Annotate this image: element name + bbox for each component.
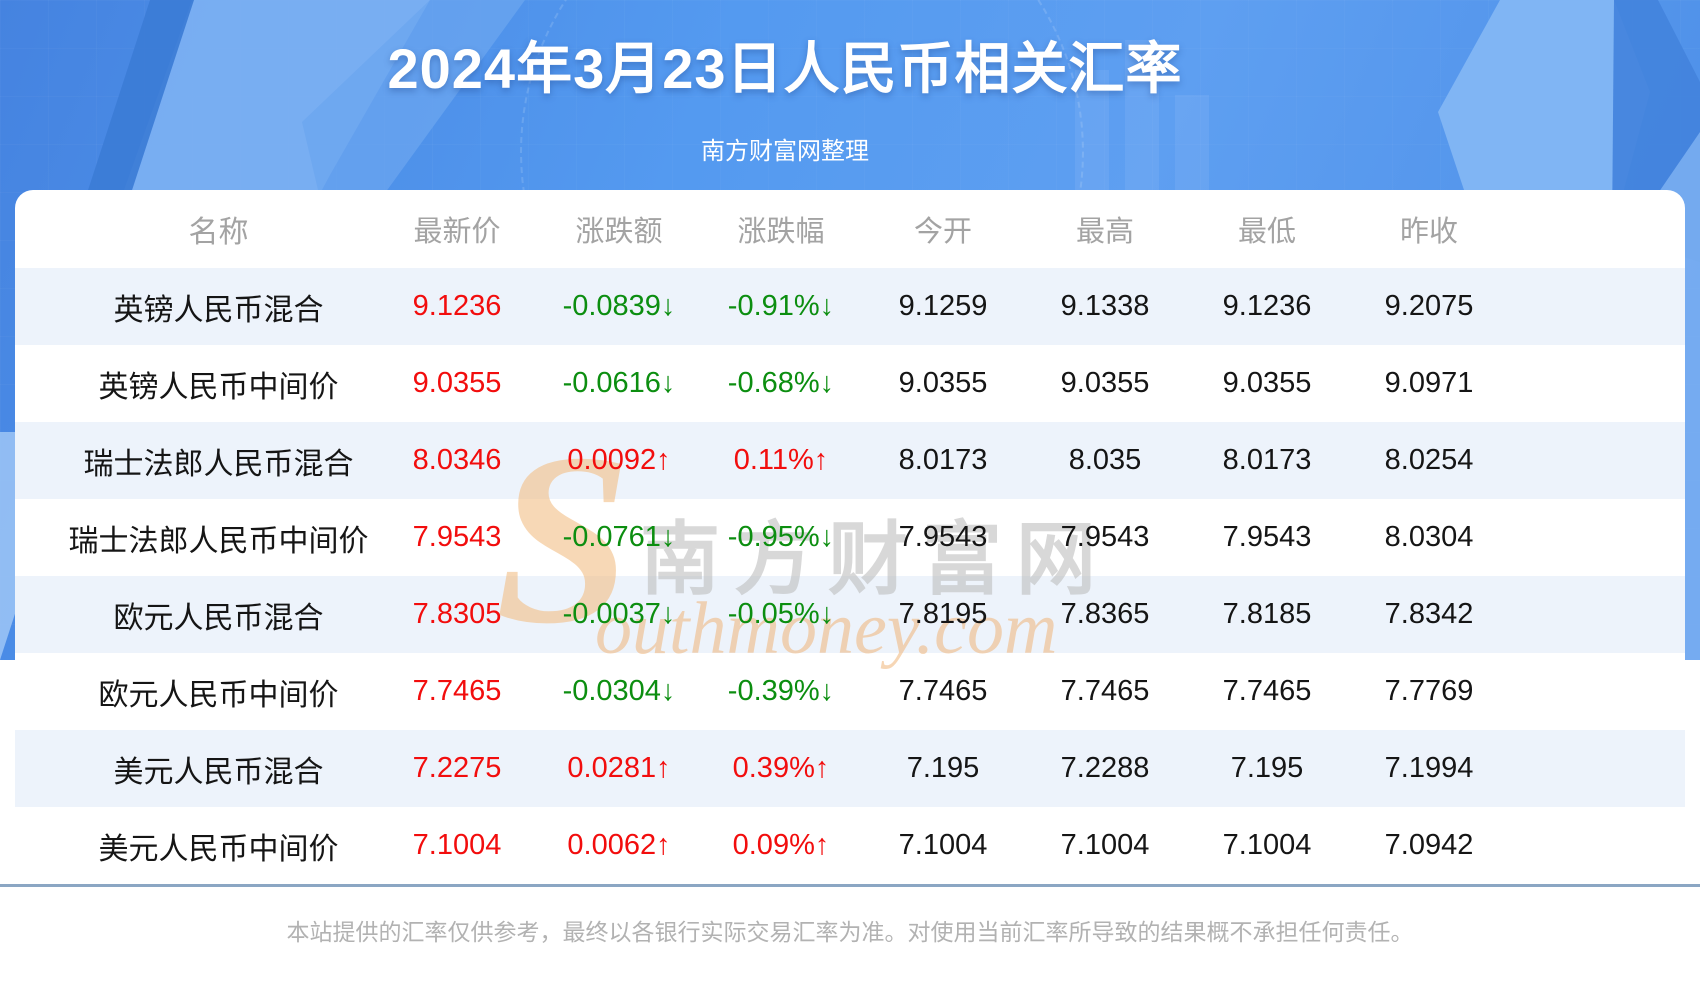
disclaimer-text: 本站提供的汇率仅供参考，最终以各银行实际交易汇率为准。对使用当前汇率所导致的结果… bbox=[286, 919, 1414, 945]
prev-close-cell: 9.2075 bbox=[1384, 290, 1474, 322]
change-pct-cell: -0.39%↓ bbox=[727, 675, 835, 707]
latest-price-cell: 9.1236 bbox=[412, 290, 502, 322]
pair-name-cell: 瑞士法郎人民币混合 bbox=[83, 447, 354, 481]
low-cell: 7.7465 bbox=[1222, 675, 1312, 707]
bottom-divider-line bbox=[0, 884, 1700, 887]
change-pct-cell: -0.91%↓ bbox=[727, 290, 835, 322]
change-pct-cell: 0.39%↑ bbox=[732, 752, 830, 784]
column-header-open: 今开 bbox=[913, 216, 972, 248]
latest-price-cell: 7.2275 bbox=[412, 752, 502, 784]
change-cell: -0.0037↓ bbox=[562, 598, 676, 630]
page-title: 2024年3月23日人民币相关汇率 bbox=[387, 37, 1183, 100]
pair-name-cell: 美元人民币中间价 bbox=[98, 832, 339, 866]
table-row: 瑞士法郎人民币混合 8.0346 0.0092↑ 0.11%↑ 8.0173 8… bbox=[15, 422, 1685, 499]
column-header-prev-close: 昨收 bbox=[1399, 216, 1458, 248]
latest-price-cell: 7.8305 bbox=[412, 598, 502, 630]
change-pct-cell: 0.11%↑ bbox=[733, 444, 829, 476]
change-cell: 0.0092↑ bbox=[567, 444, 671, 476]
column-header-high: 最高 bbox=[1075, 216, 1134, 248]
open-cell: 7.8195 bbox=[898, 598, 988, 630]
pair-name-cell: 欧元人民币中间价 bbox=[98, 678, 339, 712]
change-cell: -0.0761↓ bbox=[562, 521, 676, 553]
pair-name-cell: 英镑人民币混合 bbox=[113, 293, 324, 327]
latest-price-cell: 7.9543 bbox=[412, 521, 502, 553]
open-cell: 7.1004 bbox=[898, 829, 988, 861]
prev-close-cell: 9.0971 bbox=[1384, 367, 1474, 399]
pair-name-cell: 美元人民币混合 bbox=[113, 755, 324, 789]
column-header-latest: 最新价 bbox=[413, 216, 501, 248]
prev-close-cell: 7.7769 bbox=[1384, 675, 1474, 707]
pair-name-cell: 欧元人民币混合 bbox=[113, 601, 324, 635]
rates-table-card: 名称 最新价 涨跌额 涨跌幅 今开 最高 最低 昨收 英镑人民币混合 9.123… bbox=[15, 190, 1685, 884]
prev-close-cell: 7.0942 bbox=[1384, 829, 1474, 861]
change-cell: -0.0839↓ bbox=[562, 290, 676, 322]
high-cell: 9.1338 bbox=[1060, 290, 1150, 322]
bar-decoration bbox=[1175, 95, 1209, 190]
bar-decoration bbox=[1075, 70, 1109, 190]
high-cell: 8.035 bbox=[1068, 444, 1142, 476]
low-cell: 8.0173 bbox=[1222, 444, 1312, 476]
low-cell: 7.9543 bbox=[1222, 521, 1312, 553]
open-cell: 9.0355 bbox=[898, 367, 988, 399]
column-header-name: 名称 bbox=[188, 216, 249, 249]
change-cell: -0.0616↓ bbox=[562, 367, 676, 399]
prev-close-cell: 8.0304 bbox=[1384, 521, 1474, 553]
low-cell: 7.8185 bbox=[1222, 598, 1312, 630]
table-row: 美元人民币混合 7.2275 0.0281↑ 0.39%↑ 7.195 7.22… bbox=[15, 730, 1685, 807]
table-row: 欧元人民币中间价 7.7465 -0.0304↓ -0.39%↓ 7.7465 … bbox=[15, 653, 1685, 730]
open-cell: 7.7465 bbox=[898, 675, 988, 707]
pair-name-cell: 英镑人民币中间价 bbox=[98, 370, 339, 404]
low-cell: 7.1004 bbox=[1222, 829, 1312, 861]
table-row: 英镑人民币中间价 9.0355 -0.0616↓ -0.68%↓ 9.0355 … bbox=[15, 345, 1685, 422]
latest-price-cell: 7.1004 bbox=[412, 829, 502, 861]
change-pct-cell: -0.05%↓ bbox=[727, 598, 835, 630]
column-header-low: 最低 bbox=[1237, 216, 1296, 248]
change-cell: 0.0062↑ bbox=[567, 829, 671, 861]
low-cell: 9.1236 bbox=[1222, 290, 1312, 322]
change-pct-cell: -0.95%↓ bbox=[727, 521, 835, 553]
table-row: 英镑人民币混合 9.1236 -0.0839↓ -0.91%↓ 9.1259 9… bbox=[15, 268, 1685, 345]
page-subtitle: 南方财富网整理 bbox=[701, 138, 869, 165]
pair-name-cell: 瑞士法郎人民币中间价 bbox=[68, 524, 369, 558]
open-cell: 7.195 bbox=[906, 752, 980, 784]
low-cell: 9.0355 bbox=[1222, 367, 1312, 399]
table-row: 瑞士法郎人民币中间价 7.9543 -0.0761↓ -0.95%↓ 7.954… bbox=[15, 499, 1685, 576]
high-cell: 7.8365 bbox=[1060, 598, 1150, 630]
change-pct-cell: -0.68%↓ bbox=[727, 367, 835, 399]
high-cell: 7.2288 bbox=[1060, 752, 1150, 784]
high-cell: 9.0355 bbox=[1060, 367, 1150, 399]
latest-price-cell: 8.0346 bbox=[412, 444, 502, 476]
open-cell: 7.9543 bbox=[898, 521, 988, 553]
high-cell: 7.1004 bbox=[1060, 829, 1150, 861]
change-pct-cell: 0.09%↑ bbox=[732, 829, 830, 861]
open-cell: 9.1259 bbox=[898, 290, 988, 322]
low-cell: 7.195 bbox=[1230, 752, 1304, 784]
latest-price-cell: 7.7465 bbox=[412, 675, 502, 707]
prev-close-cell: 8.0254 bbox=[1384, 444, 1474, 476]
table-header-row: 名称 最新价 涨跌额 涨跌幅 今开 最高 最低 昨收 bbox=[15, 190, 1685, 268]
change-cell: -0.0304↓ bbox=[562, 675, 676, 707]
high-cell: 7.9543 bbox=[1060, 521, 1150, 553]
banner-text-block: 2024年3月23日人民币相关汇率 南方财富网整理 bbox=[0, 0, 1570, 166]
latest-price-cell: 9.0355 bbox=[412, 367, 502, 399]
change-cell: 0.0281↑ bbox=[567, 752, 671, 784]
open-cell: 8.0173 bbox=[898, 444, 988, 476]
column-header-change-pct: 涨跌幅 bbox=[737, 216, 825, 248]
table-row: 美元人民币中间价 7.1004 0.0062↑ 0.09%↑ 7.1004 7.… bbox=[15, 807, 1685, 884]
column-header-change: 涨跌额 bbox=[575, 216, 663, 248]
high-cell: 7.7465 bbox=[1060, 675, 1150, 707]
prev-close-cell: 7.8342 bbox=[1384, 598, 1474, 630]
bar-decoration bbox=[1125, 40, 1159, 190]
prev-close-cell: 7.1994 bbox=[1384, 752, 1474, 784]
table-row: 欧元人民币混合 7.8305 -0.0037↓ -0.05%↓ 7.8195 7… bbox=[15, 576, 1685, 653]
